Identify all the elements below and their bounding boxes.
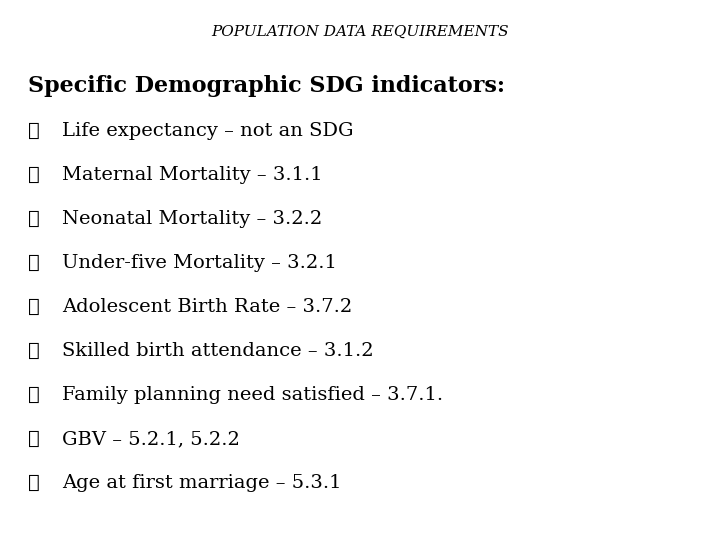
- Text: Neonatal Mortality – 3.2.2: Neonatal Mortality – 3.2.2: [62, 210, 323, 228]
- Text: ✓: ✓: [28, 254, 40, 272]
- Text: Age at first marriage – 5.3.1: Age at first marriage – 5.3.1: [62, 474, 341, 492]
- Text: ✓: ✓: [28, 166, 40, 184]
- Text: Adolescent Birth Rate – 3.7.2: Adolescent Birth Rate – 3.7.2: [62, 298, 352, 316]
- Text: ✓: ✓: [28, 386, 40, 404]
- Text: ✓: ✓: [28, 430, 40, 448]
- Text: GBV – 5.2.1, 5.2.2: GBV – 5.2.1, 5.2.2: [62, 430, 240, 448]
- Text: ✓: ✓: [28, 474, 40, 492]
- Text: Life expectancy – not an SDG: Life expectancy – not an SDG: [62, 122, 354, 140]
- Text: ✓: ✓: [28, 122, 40, 140]
- Text: POPULATION DATA REQUIREMENTS: POPULATION DATA REQUIREMENTS: [211, 25, 509, 39]
- Text: Skilled birth attendance – 3.1.2: Skilled birth attendance – 3.1.2: [62, 342, 374, 360]
- Text: ✓: ✓: [28, 298, 40, 316]
- Text: ✓: ✓: [28, 342, 40, 360]
- Text: Under-five Mortality – 3.2.1: Under-five Mortality – 3.2.1: [62, 254, 337, 272]
- Text: ✓: ✓: [28, 210, 40, 228]
- Text: Maternal Mortality – 3.1.1: Maternal Mortality – 3.1.1: [62, 166, 323, 184]
- Text: Family planning need satisfied – 3.7.1.: Family planning need satisfied – 3.7.1.: [62, 386, 443, 404]
- Text: Specific Demographic SDG indicators:: Specific Demographic SDG indicators:: [28, 75, 505, 97]
